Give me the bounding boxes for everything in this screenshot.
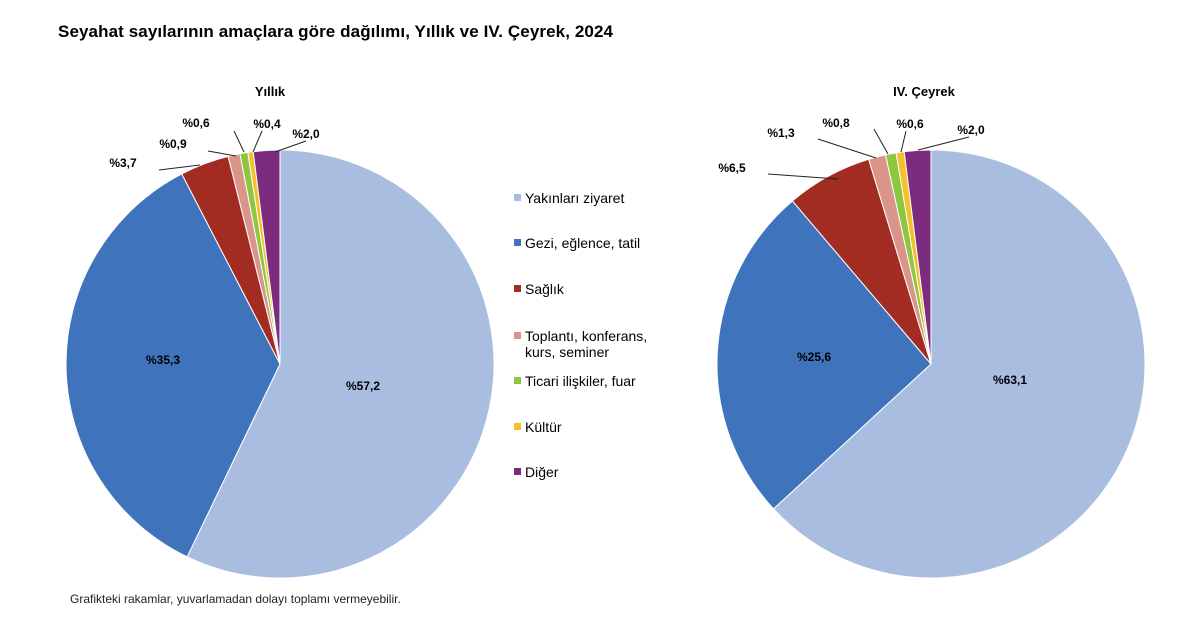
- data-label: %63,1: [993, 373, 1027, 387]
- pie-slice: [186, 149, 495, 579]
- legend-label: Diğer: [525, 464, 559, 480]
- legend-item: Diğer: [514, 464, 559, 480]
- data-label: %25,6: [797, 350, 831, 364]
- legend-item: Gezi, eğlence, tatil: [514, 235, 640, 251]
- leader-line: [207, 150, 237, 157]
- pie-iv-ceyrek: IV. Çeyrek %63,1 %25,6 %6,5 %1,3 %0,8 %0,6 %2,0: [716, 84, 1146, 579]
- legend-swatch: [514, 423, 521, 430]
- legend-label: Yakınları ziyaret: [525, 190, 624, 206]
- data-label: %2,0: [957, 123, 985, 137]
- legend-label: Gezi, eğlence, tatil: [525, 235, 640, 251]
- pie-yillik: Yıllık %57,2 %35,3 %3,7 %0,9 %0,6 %0,4 %2,0: [65, 84, 495, 579]
- data-label: %0,6: [896, 117, 924, 131]
- leader-line: [767, 173, 839, 180]
- legend-item: Sağlık: [514, 281, 565, 297]
- leader-line: [274, 140, 307, 153]
- leader-line: [233, 130, 245, 153]
- leader-line: [917, 136, 970, 151]
- data-label: %0,4: [253, 117, 281, 131]
- legend-swatch: [514, 239, 521, 246]
- pie-slice: [772, 149, 1146, 579]
- data-label: %2,0: [292, 127, 320, 141]
- leader-line: [873, 128, 889, 155]
- legend-swatch: [514, 377, 521, 384]
- legend-label: Kültür: [525, 419, 562, 435]
- pie-slice: [65, 173, 281, 558]
- legend-label: Toplantı, konferans,: [525, 328, 647, 344]
- data-label: %57,2: [346, 379, 380, 393]
- data-label: %0,8: [822, 116, 850, 130]
- pie-slice: [716, 200, 932, 510]
- pie-title: Yıllık: [255, 84, 286, 99]
- data-label: %6,5: [718, 161, 746, 175]
- leader-line: [817, 138, 877, 159]
- footnote: Grafikteki rakamlar, yuvarlamadan dolayı…: [70, 592, 401, 606]
- data-label: %35,3: [146, 353, 180, 367]
- legend-item: Yakınları ziyaret: [514, 190, 624, 206]
- legend-item: Kültür: [514, 419, 562, 435]
- legend-item: Ticari ilişkiler, fuar: [514, 373, 636, 389]
- legend-swatch: [514, 285, 521, 292]
- data-label: %0,6: [182, 116, 210, 130]
- pie-slice: [903, 149, 932, 365]
- legend-item: Toplantı, konferans,kurs, seminer: [514, 328, 647, 360]
- legend-label: Ticari ilişkiler, fuar: [525, 373, 636, 389]
- legend-swatch: [514, 332, 521, 339]
- legend-label: Sağlık: [525, 281, 565, 297]
- leader-line: [900, 130, 907, 153]
- chart-title: Seyahat sayılarının amaçlara göre dağılı…: [58, 22, 614, 41]
- data-label: %0,9: [159, 137, 187, 151]
- legend-label: kurs, seminer: [525, 344, 609, 360]
- legend: Yakınları ziyaret Gezi, eğlence, tatil Sağ…: [514, 190, 647, 480]
- leader-line: [158, 164, 201, 171]
- legend-swatch: [514, 468, 521, 475]
- data-label: %3,7: [109, 156, 137, 170]
- pie-title: IV. Çeyrek: [893, 84, 955, 99]
- legend-swatch: [514, 194, 521, 201]
- data-label: %1,3: [767, 126, 795, 140]
- leader-line: [252, 130, 263, 153]
